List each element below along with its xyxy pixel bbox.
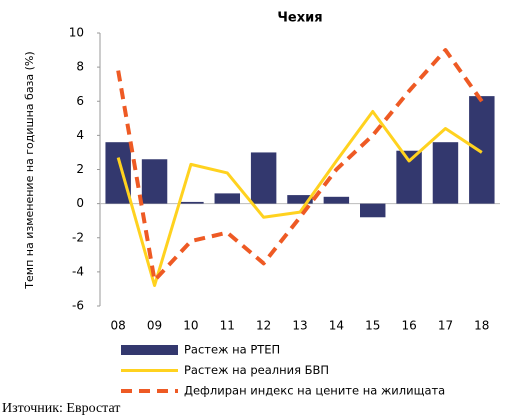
y-tick-label: 10 bbox=[69, 26, 84, 40]
legend-swatch bbox=[121, 345, 178, 355]
bar bbox=[250, 152, 277, 204]
legend-label: Дефлиран индекс на цените на жилищата bbox=[184, 384, 445, 398]
line bbox=[116, 109, 483, 288]
x-tick-label: 18 bbox=[474, 319, 489, 333]
x-tick-label: 11 bbox=[220, 319, 235, 333]
y-axis-label: Темп на изменение на годишна база (%) bbox=[23, 51, 36, 289]
source: Източник: Евростат bbox=[2, 401, 120, 416]
legend-label: Растеж на реалния БВП bbox=[184, 363, 329, 377]
y-tick-label: -6 bbox=[72, 299, 84, 313]
bar bbox=[178, 201, 204, 204]
line bbox=[116, 48, 484, 283]
y-tick-label: -2 bbox=[72, 230, 84, 244]
chart-title: Чехия bbox=[277, 11, 322, 26]
x-tick-label: 08 bbox=[111, 319, 126, 333]
bar bbox=[287, 195, 313, 204]
y-tick-label: 4 bbox=[76, 128, 84, 142]
x-tick-label: 13 bbox=[292, 319, 307, 333]
y-tick-label: -4 bbox=[72, 264, 84, 278]
x-tick-label: 15 bbox=[365, 319, 380, 333]
bar bbox=[105, 142, 131, 204]
bar bbox=[323, 196, 350, 204]
x-tick-label: 09 bbox=[147, 319, 162, 333]
y-tick-label: 0 bbox=[76, 196, 84, 210]
x-tick-label: 12 bbox=[256, 319, 271, 333]
bar bbox=[469, 96, 495, 204]
x-tick-label: 17 bbox=[438, 319, 453, 333]
x-tick-label: 16 bbox=[401, 319, 416, 333]
bar bbox=[214, 193, 240, 204]
y-tick-label: 2 bbox=[76, 162, 84, 176]
bar bbox=[432, 142, 459, 204]
bar bbox=[360, 203, 386, 218]
x-tick-label: 14 bbox=[329, 319, 344, 333]
legend-label: Растеж на РТЕП bbox=[184, 343, 280, 357]
x-tick-label: 10 bbox=[183, 319, 198, 333]
y-tick-label: 8 bbox=[76, 60, 84, 74]
y-tick-label: 6 bbox=[76, 94, 84, 108]
bar bbox=[141, 159, 168, 204]
